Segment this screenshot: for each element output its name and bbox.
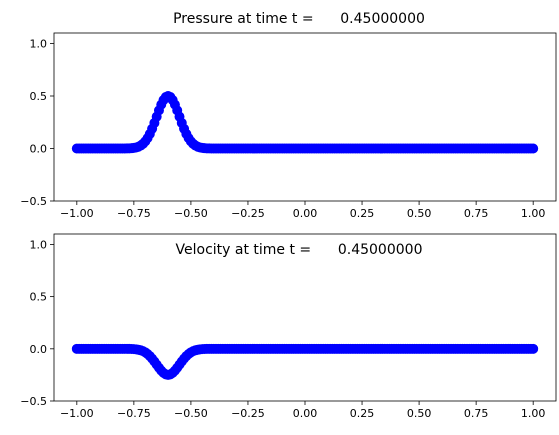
velocity-x-tick-label: 1.00 <box>521 407 546 420</box>
pressure-y-ticks: −0.5 0.0 0.5 1.0 <box>20 38 54 208</box>
velocity-panel: Velocity at time t = 0.45000000 −1.00 −0.… <box>20 233 557 420</box>
velocity-x-tick-label: −0.75 <box>117 407 151 420</box>
pressure-x-tick-label: −0.50 <box>174 207 208 220</box>
velocity-x-tick-label: −0.50 <box>174 407 208 420</box>
velocity-x-ticks: −1.00 −0.75 −0.50 −0.25 0.00 0.25 0.50 0.75 1.00 <box>60 401 545 420</box>
velocity-y-tick-label: 1.0 <box>30 238 48 251</box>
pressure-y-tick-label: 0.0 <box>30 143 48 156</box>
velocity-x-tick-label: 0.25 <box>350 407 375 420</box>
velocity-data-point <box>528 343 539 354</box>
velocity-y-tick-label: 0.0 <box>30 343 48 356</box>
pressure-x-tick-label: 0.00 <box>293 207 318 220</box>
pressure-x-tick-label: 0.75 <box>464 207 489 220</box>
pressure-x-tick-label: 0.25 <box>350 207 375 220</box>
velocity-y-tick-label: 0.5 <box>30 291 48 304</box>
velocity-y-tick-label: −0.5 <box>20 395 47 408</box>
velocity-x-tick-label: 0.50 <box>407 407 432 420</box>
pressure-title: Pressure at time t = 0.45000000 <box>173 11 425 27</box>
velocity-title: Velocity at time t = 0.45000000 <box>176 242 423 258</box>
pressure-y-tick-label: −0.5 <box>20 195 47 208</box>
pressure-data-point <box>528 143 539 154</box>
velocity-axes-frame <box>53 233 557 402</box>
velocity-x-tick-label: 0.75 <box>464 407 489 420</box>
pressure-x-tick-label: 1.00 <box>521 207 546 220</box>
pressure-axes-frame <box>53 32 557 202</box>
pressure-x-tick-label: 0.50 <box>407 207 432 220</box>
pressure-x-ticks: −1.00 −0.75 −0.50 −0.25 0.00 0.25 0.50 0.75 1.00 <box>60 201 545 220</box>
velocity-x-tick-label: −1.00 <box>60 407 94 420</box>
velocity-markers <box>71 343 539 380</box>
velocity-x-tick-label: 0.00 <box>293 407 318 420</box>
pressure-x-tick-label: −1.00 <box>60 207 94 220</box>
pressure-y-tick-label: 0.5 <box>30 90 48 103</box>
pressure-y-tick-label: 1.0 <box>30 38 48 51</box>
velocity-y-ticks: −0.5 0.0 0.5 1.0 <box>20 238 54 408</box>
pressure-panel: Pressure at time t = 0.45000000 −1.00 −0.… <box>20 11 557 220</box>
velocity-x-tick-label: −0.25 <box>231 407 265 420</box>
pressure-x-tick-label: −0.25 <box>231 207 265 220</box>
pressure-x-tick-label: −0.75 <box>117 207 151 220</box>
pressure-markers <box>71 91 539 154</box>
